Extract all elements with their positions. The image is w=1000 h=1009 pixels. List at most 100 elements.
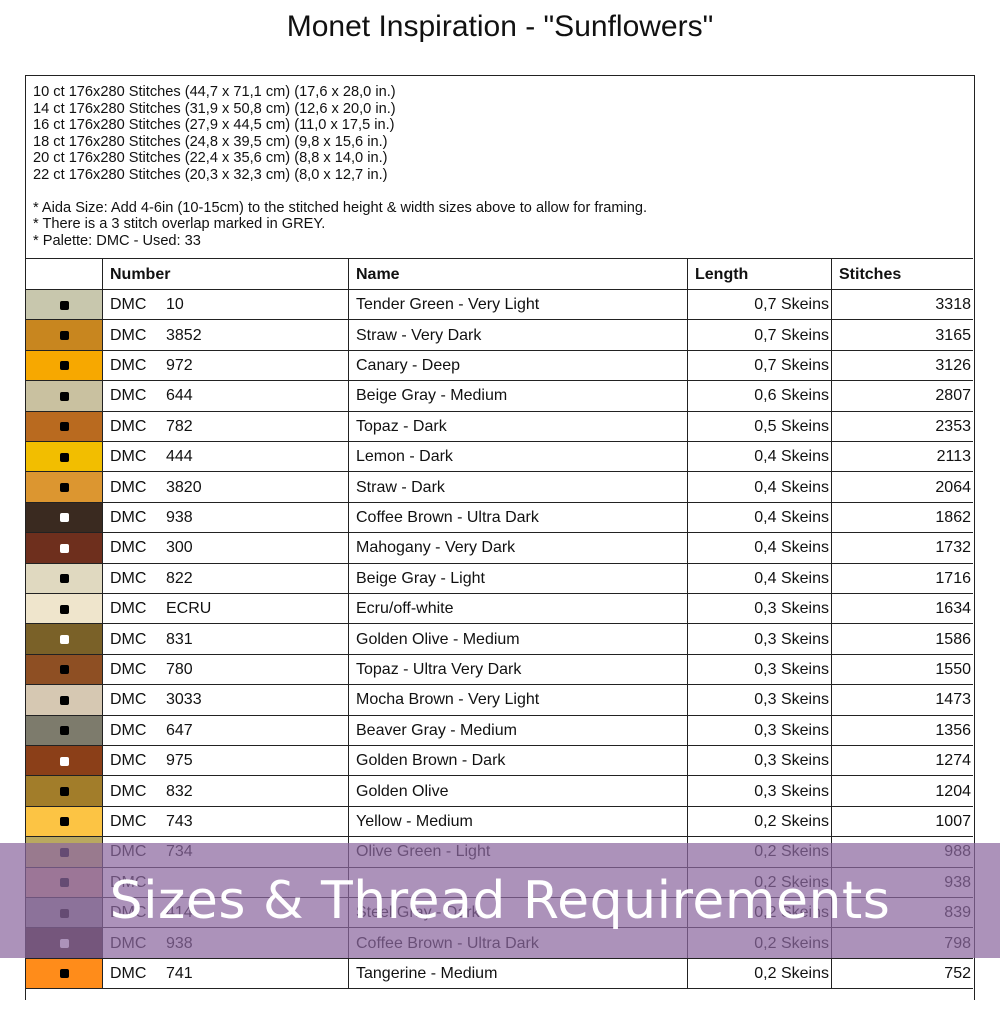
name: Coffee Brown - Ultra Dark [356,508,539,526]
code: 10 [166,296,184,314]
color-swatch [26,442,102,473]
brand: DMC [110,387,147,405]
brand: DMC [110,691,147,709]
overlay-banner: Sizes & Thread Requirements [0,843,1000,958]
brand: DMC [110,296,147,314]
note-line: * There is a 3 stitch overlap marked in … [33,216,326,233]
length-cell: 0,3 Skeins [687,594,831,625]
name-cell: Tangerine - Medium [348,958,687,990]
name-cell: Topaz - Ultra Very Dark [348,654,687,686]
name: Straw - Very Dark [356,326,482,344]
name: Canary - Deep [356,356,461,374]
name: Topaz - Ultra Very Dark [356,660,522,678]
stitches-cell: 3165 [831,320,973,351]
stitches-cell: 2807 [831,381,973,412]
color-swatch [26,381,102,412]
number-cell: DMC 644 [102,381,348,412]
brand: DMC [110,508,147,526]
column-header: Stitches [831,259,973,290]
name-cell: Mocha Brown - Very Light [348,685,687,716]
name-cell: Straw - Dark [348,472,687,503]
name: Straw - Dark [356,478,445,496]
code: 300 [166,539,193,557]
color-swatch [26,502,102,534]
brand: DMC [110,356,147,374]
size-line: 20 ct 176x280 Stitches (22,4 x 35,6 cm) … [33,150,388,167]
thread-row: DMC 3033 Mocha Brown - Very Light 0,3 Skein… [26,684,973,716]
name: Ecru/off-white [356,600,454,618]
column-header: Length [687,259,831,290]
thread-row: DMC 975 Golden Brown - Dark 0,3 Skeins 1274 [26,745,973,777]
stitches-cell: 1204 [831,776,973,807]
symbol [59,817,69,827]
symbol [59,331,69,341]
symbol [59,756,69,766]
thread-row: DMC 831 Golden Olive - Medium 0,3 Skeins 158… [26,623,973,655]
color-swatch [26,624,102,655]
color-swatch [26,806,102,838]
number-cell: DMC 938 [102,502,348,534]
name: Golden Brown - Dark [356,752,506,770]
color-swatch [26,685,102,716]
symbol [59,361,69,371]
brand: DMC [110,630,147,648]
size-line: 18 ct 176x280 Stitches (24,8 x 39,5 cm) … [33,133,388,150]
number-cell: DMC ECRU [102,594,348,625]
color-swatch [26,746,102,777]
color-swatch [26,715,102,746]
color-swatch [26,533,102,564]
name-cell: Yellow - Medium [348,806,687,838]
name: Lemon - Dark [356,448,453,466]
name: Mocha Brown - Very Light [356,691,540,709]
number-cell: DMC 3033 [102,685,348,716]
symbol [59,391,69,401]
symbol [59,300,69,310]
color-swatch [26,472,102,503]
name-cell: Ecru/off-white [348,594,687,625]
code: 831 [166,630,193,648]
code: 644 [166,387,193,405]
length-cell: 0,3 Skeins [687,685,831,716]
stitches-cell: 3126 [831,350,973,382]
brand: DMC [110,964,147,982]
code: 832 [166,782,193,800]
number-cell: DMC 741 [102,958,348,990]
stitches-cell: 1550 [831,654,973,686]
color-swatch [26,958,102,990]
size-line: 14 ct 176x280 Stitches (31,9 x 50,8 cm) … [33,100,396,117]
length-cell: 0,5 Skeins [687,411,831,442]
note-line: * Palette: DMC - Used: 33 [33,232,201,249]
stitches-cell: 2113 [831,442,973,473]
code: 938 [166,508,193,526]
color-swatch [26,290,102,321]
stitches-cell: 1007 [831,806,973,838]
stitches-cell: 3318 [831,290,973,321]
stitches-cell: 1586 [831,624,973,655]
symbol [59,513,69,523]
symbol [59,695,69,705]
number-cell: DMC 782 [102,411,348,442]
name: Tender Green - Very Light [356,296,540,314]
code: 822 [166,569,193,587]
thread-row: DMC 3820 Straw - Dark 0,4 Skeins 2064 [26,471,973,503]
color-swatch [26,411,102,442]
length-cell: 0,3 Skeins [687,624,831,655]
size-line: 10 ct 176x280 Stitches (44,7 x 71,1 cm) … [33,84,396,100]
name: Topaz - Dark [356,417,447,435]
code: 3852 [166,326,202,344]
header-row: Number Name Length Stitches [26,258,973,290]
thread-row: DMC 10 Tender Green - Very Light 0,7 Skeins… [26,289,973,321]
length-cell: 0,3 Skeins [687,776,831,807]
stitches-cell: 1356 [831,715,973,746]
thread-row: DMC 780 Topaz - Ultra Very Dark 0,3 Skeins 1… [26,653,973,686]
name-cell: Coffee Brown - Ultra Dark [348,502,687,534]
swatch-header [26,259,102,290]
name: Beige Gray - Light [356,569,485,587]
code: 975 [166,752,193,770]
brand: DMC [110,600,147,618]
number-cell: DMC 832 [102,776,348,807]
code: 3033 [166,691,202,709]
number-cell: DMC 444 [102,442,348,473]
thread-row: DMC 741 Tangerine - Medium 0,2 Skeins 752 [26,957,973,990]
name-cell: Beige Gray - Medium [348,381,687,412]
